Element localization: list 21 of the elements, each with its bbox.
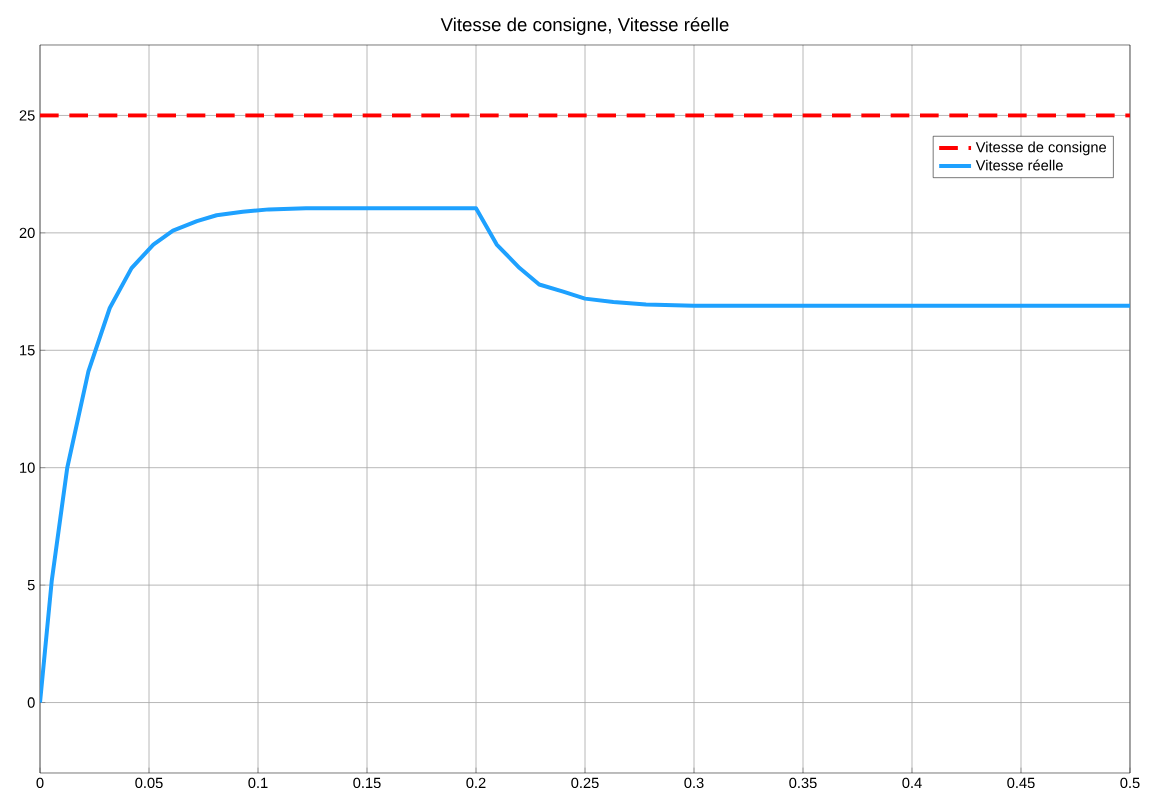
- legend-label: Vitesse de consigne: [975, 141, 1107, 156]
- y-tick-label: 20: [19, 227, 35, 239]
- x-tick-label: 0: [36, 777, 44, 789]
- x-tick-label: 0.4: [902, 777, 922, 789]
- y-tick-label: 15: [20, 345, 35, 356]
- x-tick-label: 0.3: [684, 777, 704, 789]
- x-tick-label: 0.1: [248, 777, 268, 789]
- y-tick-label: 0: [27, 697, 35, 708]
- legend-label: Vitesse réelle: [975, 159, 1063, 171]
- x-tick-label: 0.5: [1120, 777, 1140, 789]
- x-tick-label: 0.45: [1007, 777, 1035, 789]
- chart-title: Vitesse de consigne, Vitesse réelle: [440, 17, 729, 35]
- x-tick-label: 0.15: [353, 777, 381, 789]
- x-tick-label: 0.25: [571, 777, 599, 789]
- y-tick-label: 10: [20, 462, 35, 473]
- line-series: [40, 206, 1130, 705]
- x-tick-label: 0.35: [789, 777, 817, 789]
- y-tick-label: 25: [19, 110, 35, 121]
- x-tick-label: 0.05: [135, 777, 163, 789]
- y-tick-label: 5: [27, 580, 35, 591]
- x-tick-label: 0.2: [466, 777, 486, 789]
